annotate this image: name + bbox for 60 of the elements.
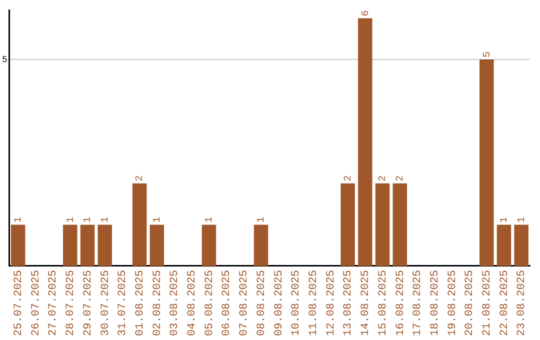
x-tick-label: 23.08.2025 [516, 270, 528, 336]
bar [480, 60, 494, 266]
bar [358, 18, 372, 266]
x-tick-label: 02.08.2025 [152, 270, 164, 336]
x-tick-label: 07.08.2025 [238, 270, 251, 336]
x-tick-label: 30.07.2025 [100, 270, 112, 336]
x-tick-label: 29.07.2025 [82, 270, 94, 336]
x-tick-label: 21.08.2025 [482, 270, 494, 336]
x-tick-label: 22.08.2025 [498, 270, 511, 336]
bar [392, 183, 407, 266]
x-tick-label: 11.08.2025 [308, 270, 320, 336]
x-tick-label: 15.08.2025 [377, 270, 390, 336]
data-label: 1 [83, 216, 94, 223]
bar [254, 224, 268, 266]
data-label: 2 [395, 175, 406, 182]
bar [340, 183, 355, 266]
x-tick-label: 17.08.2025 [412, 270, 424, 336]
x-tick-label: 09.08.2025 [273, 270, 286, 336]
x-tick-label: 06.08.2025 [221, 270, 234, 336]
data-label: 2 [378, 175, 390, 182]
data-label: 1 [500, 216, 511, 223]
data-label: 1 [152, 216, 164, 223]
x-tick-label: 26.07.2025 [30, 270, 42, 336]
bar [10, 224, 26, 266]
x-tick-label: 01.08.2025 [134, 270, 146, 336]
bar [202, 224, 216, 266]
x-tick-label: 13.08.2025 [342, 270, 355, 336]
x-tick-label: 08.08.2025 [256, 270, 268, 336]
bar [496, 224, 512, 266]
data-label: 6 [360, 10, 372, 16]
bar [80, 224, 95, 266]
data-label: 1 [256, 216, 268, 223]
bar [150, 224, 164, 266]
bar [514, 224, 528, 266]
data-label: 1 [14, 216, 25, 223]
bar [98, 224, 112, 266]
x-tick-label: 10.08.2025 [290, 270, 303, 336]
x-tick-label: 03.08.2025 [169, 270, 182, 336]
x-tick-label: 05.08.2025 [204, 270, 216, 336]
bar [132, 183, 147, 266]
data-label: 2 [343, 175, 354, 182]
data-label: 1 [516, 216, 528, 223]
x-tick-label: 14.08.2025 [360, 270, 372, 336]
data-label: 5 [482, 52, 494, 58]
x-tick-label: 20.08.2025 [464, 270, 476, 336]
x-tick-label: 04.08.2025 [186, 270, 199, 336]
x-tick-label: 12.08.2025 [325, 270, 338, 336]
x-tick-label: 31.07.2025 [117, 270, 130, 336]
x-tick-label: 25.07.2025 [12, 270, 25, 336]
bar [375, 183, 390, 266]
x-tick-label: 28.07.2025 [65, 270, 78, 336]
data-label: 2 [135, 175, 146, 182]
bar [63, 224, 78, 266]
data-label: 1 [204, 216, 216, 223]
x-tick-label: 16.08.2025 [394, 270, 407, 336]
x-tick-label: 27.07.2025 [48, 270, 60, 336]
x-tick-label: 19.08.2025 [446, 270, 459, 336]
data-label: 1 [100, 216, 112, 223]
data-label: 1 [66, 216, 77, 223]
x-tick-label: 18.08.2025 [429, 270, 442, 336]
